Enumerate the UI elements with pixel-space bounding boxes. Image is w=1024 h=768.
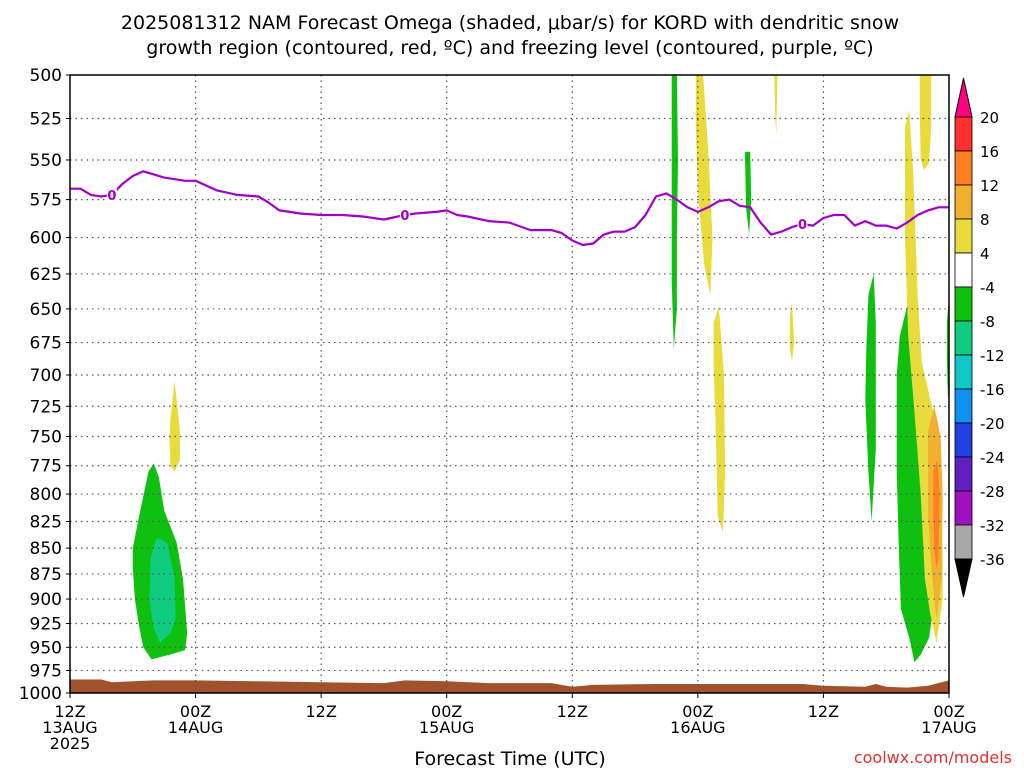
y-tick-label-925: 925 — [30, 614, 62, 634]
y-tick-label-825: 825 — [30, 512, 62, 532]
x-tick-label-84-2: 17AUG — [921, 718, 976, 737]
y-tick-label-875: 875 — [30, 565, 62, 585]
x-tick-label-72-1: 12Z — [808, 702, 839, 721]
x-tick-label-24-1: 12Z — [305, 702, 336, 721]
x-tick-label-84-1: 00Z — [933, 702, 964, 721]
colorbar-label-7: -12 — [980, 347, 1005, 365]
pressure-axis: 500 525 550 575 600 625 650 675 700 725 750 775 800 8… — [19, 66, 70, 704]
colorbar-label-5: -4 — [980, 279, 995, 297]
x-tick-label-12-2: 14AUG — [168, 718, 223, 737]
contour-label-1: 0 — [400, 209, 409, 224]
omega-region-5 — [744, 151, 752, 235]
omega-region-14 — [919, 75, 932, 170]
y-tick-label-500: 500 — [30, 66, 62, 86]
x-tick-label-0-1: 12Z — [54, 702, 85, 721]
colorbar-label-13: -36 — [980, 551, 1005, 569]
colorbar-segment-6 — [954, 286, 973, 322]
colorbar-segment-11 — [954, 456, 973, 492]
x-tick-label-36-1: 00Z — [431, 702, 462, 721]
colorbar-label-10: -24 — [980, 449, 1005, 467]
contour-label-bg-0 — [106, 186, 117, 202]
colorbar-bottom-arrow — [954, 558, 973, 598]
y-tick-label-600: 600 — [30, 229, 62, 249]
colorbar-label-1: 16 — [980, 143, 999, 161]
colorbar-label-2: 12 — [980, 177, 999, 195]
x-tick-label-60-2: 16AUG — [670, 718, 725, 737]
colorbar-segment-2 — [954, 150, 973, 186]
x-tick-label-60-1: 00Z — [682, 702, 713, 721]
terrain-area — [70, 679, 949, 693]
omega-region-7 — [713, 306, 726, 533]
colorbar-label-4: 4 — [980, 245, 990, 263]
plot-area: 0 0 0 — [70, 75, 949, 693]
colorbar-segment-1 — [954, 116, 973, 152]
omega-region-2 — [169, 381, 180, 472]
y-tick-label-550: 550 — [30, 151, 62, 171]
chart-title: 2025081312 NAM Forecast Omega (shaded, μ… — [121, 12, 899, 59]
gridlines — [70, 75, 949, 693]
y-tick-label-900: 900 — [30, 590, 62, 610]
contour-label-bg-1 — [399, 206, 410, 222]
colorbar-segment-8 — [954, 354, 973, 390]
x-axis-label: Forecast Time (UTC) — [414, 748, 605, 768]
x-tick-label-12-1: 00Z — [180, 702, 211, 721]
colorbar-label-11: -28 — [980, 483, 1005, 501]
colorbar-segment-4 — [954, 218, 973, 254]
omega-region-4 — [695, 75, 713, 296]
omega-shaded-regions — [132, 75, 949, 663]
x-tick-label-48-1: 12Z — [557, 702, 588, 721]
colorbar-label-0: 20 — [980, 109, 999, 127]
y-tick-label-775: 775 — [30, 457, 62, 477]
colorbar-segment-10 — [954, 422, 973, 458]
chart-title-line-1: 2025081312 NAM Forecast Omega (shaded, μ… — [121, 12, 899, 34]
x-tick-label-0-3: 2025 — [50, 734, 91, 753]
colorbar-segment-5 — [954, 252, 973, 288]
colorbar-label-9: -20 — [980, 415, 1005, 433]
y-tick-label-650: 650 — [30, 300, 62, 320]
omega-region-3 — [671, 75, 678, 350]
contour-label-2: 0 — [798, 218, 807, 233]
contour-label-0: 0 — [107, 189, 116, 204]
y-tick-label-1000: 1000 — [19, 684, 62, 704]
colorbar-segment-12 — [954, 490, 973, 526]
y-tick-label-725: 725 — [30, 397, 62, 417]
colorbar-segment-9 — [954, 388, 973, 424]
terrain-fill — [70, 679, 949, 693]
watermark: coolwx.com/models — [854, 748, 1012, 767]
omega-region-6 — [774, 75, 778, 136]
y-tick-label-625: 625 — [30, 265, 62, 285]
colorbar-top-arrow — [954, 77, 973, 118]
colorbar-label-12: -32 — [980, 517, 1005, 535]
y-tick-label-800: 800 — [30, 485, 62, 505]
omega-region-8 — [789, 302, 795, 363]
x-tick-label-0-2: 13AUG — [42, 718, 97, 737]
y-tick-label-575: 575 — [30, 191, 62, 211]
x-tick-label-36-2: 15AUG — [419, 718, 474, 737]
colorbar-label-8: -16 — [980, 381, 1005, 399]
colorbar-segment-7 — [954, 320, 973, 356]
contour-label-bg-2 — [797, 216, 808, 232]
chart-title-line-2: growth region (contoured, red, ºC) and f… — [146, 37, 873, 59]
y-tick-label-850: 850 — [30, 539, 62, 559]
plot-frame — [69, 74, 950, 694]
colorbar-segment-3 — [954, 184, 973, 220]
omega-region-13 — [933, 460, 940, 569]
colorbar-label-3: 8 — [980, 211, 990, 229]
freezing-level-contour: 0 0 0 — [70, 170, 949, 247]
y-tick-label-975: 975 — [30, 661, 62, 681]
omega-region-1 — [149, 537, 176, 643]
colorbar: 20 16 12 8 4 -4 -8 -12 -16 -20 -24 -28 -32 -36 — [954, 77, 1005, 598]
y-tick-label-950: 950 — [30, 638, 62, 658]
colorbar-segment-13 — [954, 524, 973, 560]
colorbar-label-6: -8 — [980, 313, 995, 331]
y-tick-label-675: 675 — [30, 334, 62, 354]
freezing-level-line — [70, 170, 949, 247]
y-tick-label-700: 700 — [30, 366, 62, 386]
y-tick-label-750: 750 — [30, 428, 62, 448]
y-tick-label-525: 525 — [30, 110, 62, 130]
omega-region-9 — [865, 274, 876, 522]
